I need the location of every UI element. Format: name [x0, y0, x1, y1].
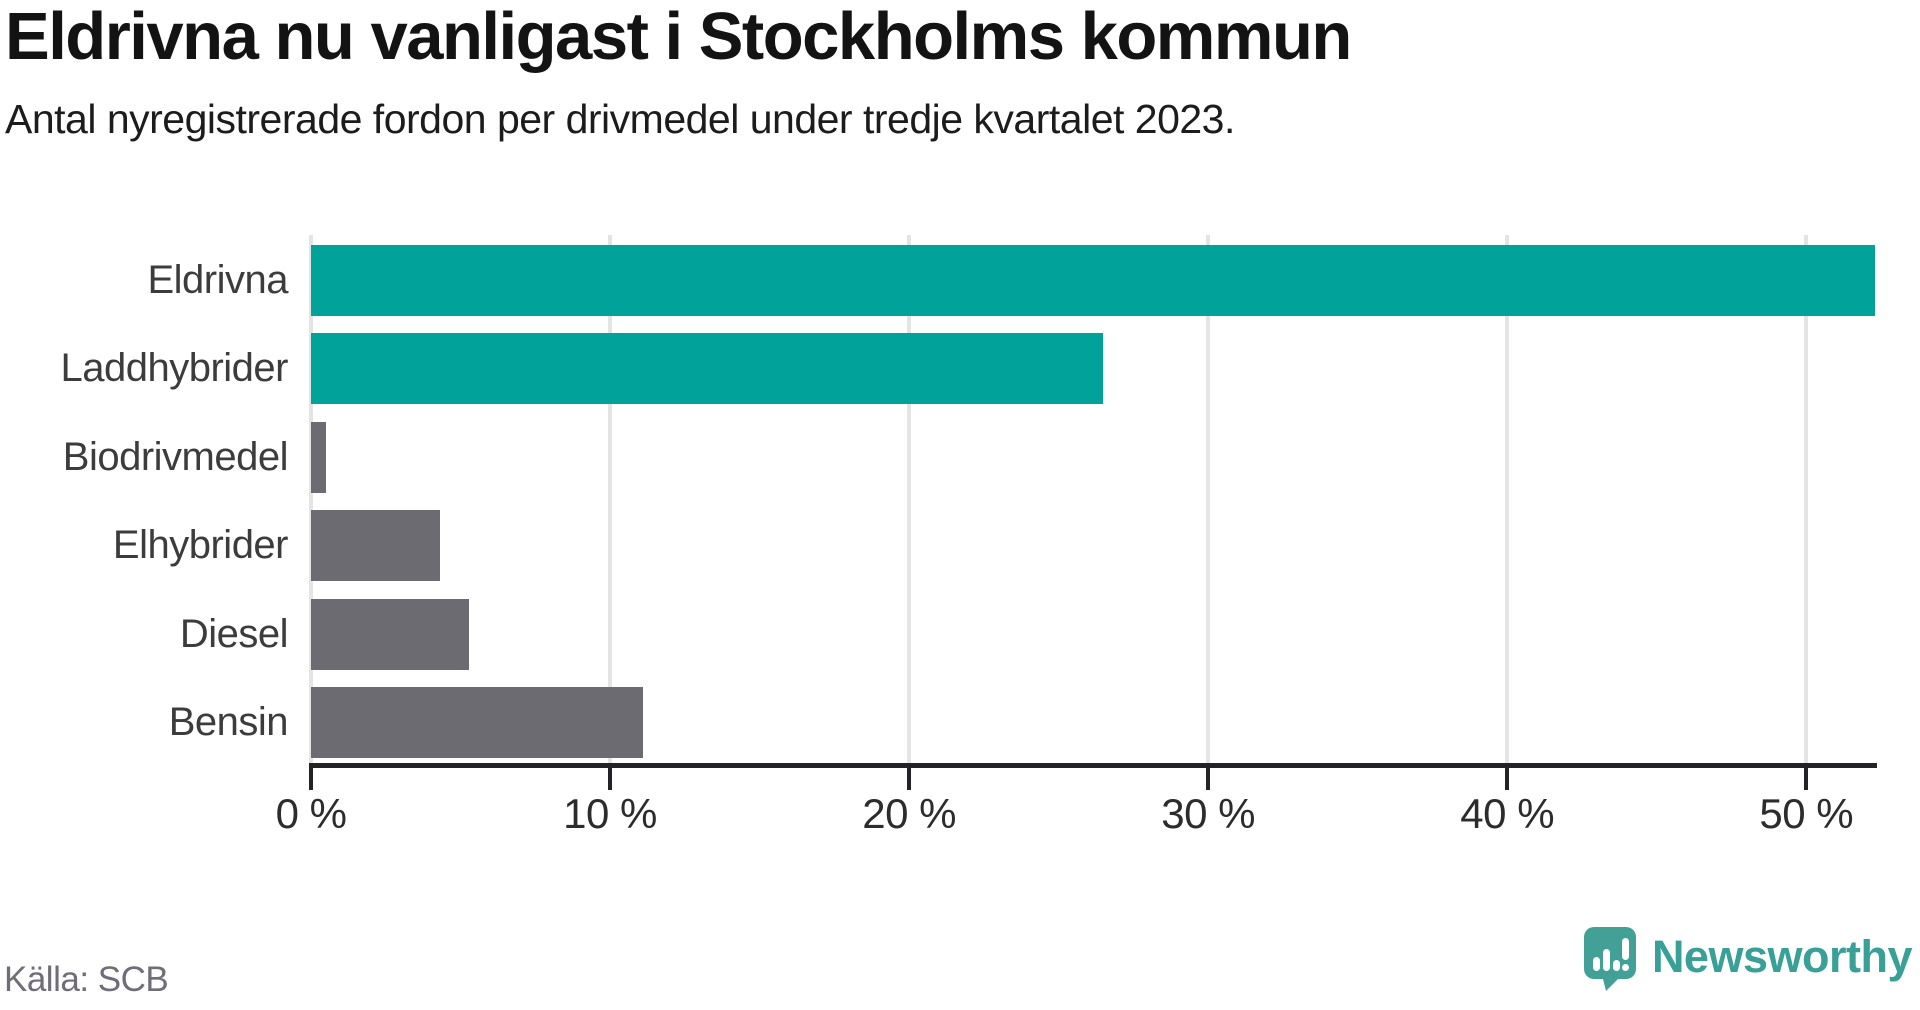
bar-biodrivmedel	[311, 421, 326, 493]
bar-elhybrider	[311, 510, 440, 582]
newsworthy-logo: Newsworthy	[1583, 927, 1913, 996]
x-axis-tick	[1804, 763, 1809, 790]
category-label: Biodrivmedel	[62, 434, 289, 479]
x-axis-tick-label: 50 %	[1759, 790, 1854, 837]
bar-bensin	[311, 687, 643, 759]
bar-diesel	[311, 598, 470, 670]
x-axis-tick-label: 10 %	[563, 790, 657, 837]
x-axis-tick	[1206, 763, 1211, 790]
x-axis-tick	[907, 763, 912, 790]
bar-eldrivna	[311, 244, 1875, 316]
x-axis-tick-label: 0 %	[275, 790, 347, 837]
x-axis-tick	[309, 763, 313, 790]
gridline	[907, 235, 912, 766]
category-label: Elhybrider	[112, 523, 289, 568]
category-label: Laddhybrider	[60, 346, 289, 391]
x-axis-tick-label: 40 %	[1460, 790, 1555, 837]
x-axis-tick	[608, 763, 613, 790]
bar-laddhybrider	[311, 333, 1104, 405]
gridline	[1804, 235, 1809, 766]
category-label: Bensin	[168, 700, 289, 745]
x-axis-tick-label: 20 %	[862, 790, 956, 837]
x-axis-tick-label: 30 %	[1161, 790, 1255, 837]
source-note: Källa: SCB	[4, 960, 169, 999]
chart-subtitle: Antal nyregistrerade fordon per drivmede…	[5, 96, 1235, 142]
newsworthy-wordmark: Newsworthy	[1651, 931, 1913, 982]
newsworthy-icon	[1583, 927, 1636, 996]
gridline	[1206, 235, 1211, 766]
gridline	[1505, 235, 1510, 766]
gridline	[608, 235, 613, 766]
x-axis-tick	[1505, 763, 1510, 790]
x-axis-line	[311, 763, 1877, 768]
category-label: Diesel	[179, 611, 289, 656]
category-label: Eldrivna	[147, 257, 288, 302]
gridline	[309, 235, 313, 766]
chart-title: Eldrivna nu vanligast i Stockholms kommu…	[5, 0, 1352, 74]
